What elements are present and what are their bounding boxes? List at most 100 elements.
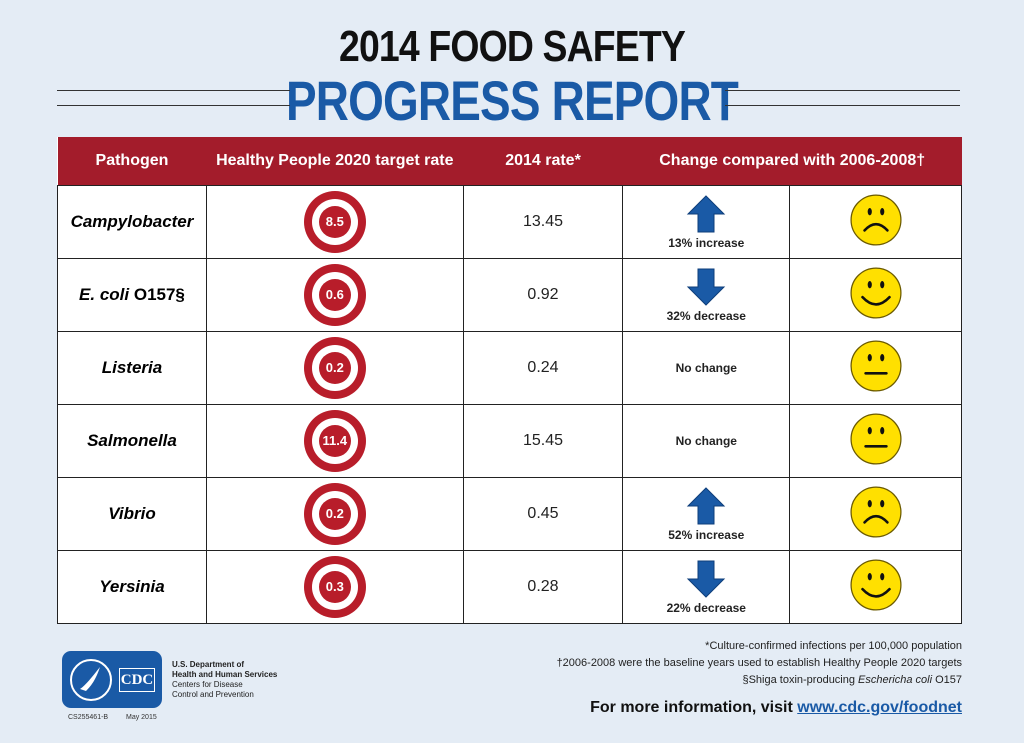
pathogen-suffix: O157§ bbox=[129, 285, 185, 304]
target-bullseye-icon: 0.6 bbox=[303, 264, 366, 326]
rate-cell: 0.92 bbox=[462, 258, 624, 332]
table-row: Campylobacter 8.5 13.45 13% increase bbox=[57, 185, 962, 259]
column-header-target: Healthy People 2020 target rate bbox=[206, 137, 464, 186]
more-info: For more information, visit www.cdc.gov/… bbox=[590, 699, 962, 717]
agency-line-3: Centers for Disease bbox=[172, 680, 243, 689]
target-value: 0.6 bbox=[318, 279, 351, 311]
pathogen-cell: Campylobacter bbox=[57, 185, 207, 259]
publication-date: May 2015 bbox=[126, 714, 157, 721]
rate-cell: 0.28 bbox=[462, 550, 624, 624]
target-value: 0.2 bbox=[318, 498, 351, 530]
pathogen-name: Listeria bbox=[101, 358, 163, 377]
pathogen-name: Campylobacter bbox=[70, 212, 194, 231]
target-bullseye-icon: 11.4 bbox=[303, 410, 366, 472]
target-cell: 8.5 bbox=[205, 185, 464, 259]
target-value: 8.5 bbox=[318, 206, 351, 238]
table-row: Listeria 0.2 0.24 No change bbox=[57, 331, 962, 405]
neutral-face-icon bbox=[850, 412, 902, 465]
table-row: E. coli O157§ 0.6 0.92 32% decrease bbox=[57, 258, 962, 332]
rate-cell: 15.45 bbox=[462, 404, 624, 478]
arrow-up-icon bbox=[687, 195, 726, 233]
agency-name: U.S. Department of Health and Human Serv… bbox=[172, 660, 277, 700]
agency-line-4: Control and Prevention bbox=[172, 690, 254, 699]
column-header-change: Change compared with 2006-2008† bbox=[622, 137, 962, 186]
pathogen-cell: Yersinia bbox=[57, 550, 207, 624]
frown-face-icon bbox=[850, 193, 902, 246]
face-cell bbox=[789, 404, 962, 478]
pathogen-name: Yersinia bbox=[99, 577, 165, 596]
column-header-rate: 2014 rate* bbox=[463, 137, 623, 186]
publication-code: CS255461-B bbox=[68, 714, 109, 721]
change-label: 13% increase bbox=[668, 236, 745, 250]
change-cell: No change bbox=[622, 404, 791, 478]
target-cell: 0.3 bbox=[205, 550, 464, 624]
target-cell: 0.2 bbox=[205, 477, 464, 551]
title-line-2: PROGRESS REPORT bbox=[285, 69, 739, 132]
footnote-3-pre: §Shiga toxin-producing bbox=[742, 674, 859, 686]
change-cell: 32% decrease bbox=[622, 258, 791, 332]
footnote-3-post: O157 bbox=[932, 674, 962, 686]
smile-face-icon bbox=[850, 558, 902, 611]
change-label: No change bbox=[675, 434, 737, 448]
column-header-pathogen: Pathogen bbox=[57, 137, 207, 186]
footnote-2: †2006-2008 were the baseline years used … bbox=[556, 657, 962, 669]
cdc-wordmark: CDC bbox=[119, 668, 155, 692]
more-info-text: For more information, visit bbox=[590, 699, 798, 716]
change-cell: No change bbox=[622, 331, 791, 405]
target-bullseye-icon: 0.2 bbox=[303, 483, 366, 545]
face-cell bbox=[789, 331, 962, 405]
pathogen-name: Vibrio bbox=[108, 504, 156, 523]
arrow-down-icon bbox=[687, 268, 726, 306]
target-value: 11.4 bbox=[318, 425, 351, 457]
foodnet-link[interactable]: www.cdc.gov/foodnet bbox=[797, 699, 962, 716]
title-line-1: 2014 FOOD SAFETY bbox=[339, 22, 686, 71]
change-label: 22% decrease bbox=[666, 601, 746, 615]
target-cell: 0.2 bbox=[205, 331, 464, 405]
face-cell bbox=[789, 550, 962, 624]
change-label: No change bbox=[675, 361, 737, 375]
change-cell: 22% decrease bbox=[622, 550, 791, 624]
table-row: Salmonella 11.4 15.45 No change bbox=[57, 404, 962, 478]
target-value: 0.2 bbox=[318, 352, 351, 384]
hhs-eagle-icon bbox=[70, 659, 112, 701]
face-cell bbox=[789, 477, 962, 551]
target-cell: 11.4 bbox=[205, 404, 464, 478]
pathogen-cell: Vibrio bbox=[57, 477, 207, 551]
face-cell bbox=[789, 185, 962, 259]
change-label: 32% decrease bbox=[666, 309, 746, 323]
face-cell bbox=[789, 258, 962, 332]
target-bullseye-icon: 8.5 bbox=[303, 191, 366, 253]
agency-line-1: U.S. Department of bbox=[172, 660, 245, 669]
pathogen-cell: Listeria bbox=[57, 331, 207, 405]
footnote-3: §Shiga toxin-producing Eschericha coli O… bbox=[742, 674, 962, 686]
rate-cell: 0.45 bbox=[462, 477, 624, 551]
divider bbox=[725, 105, 960, 106]
table-row: Vibrio 0.2 0.45 52% increase bbox=[57, 477, 962, 551]
hhs-cdc-logo: CDC bbox=[62, 651, 162, 708]
footnote-1: *Culture-confirmed infections per 100,00… bbox=[705, 640, 962, 652]
divider bbox=[57, 105, 290, 106]
change-cell: 13% increase bbox=[622, 185, 791, 259]
change-cell: 52% increase bbox=[622, 477, 791, 551]
frown-face-icon bbox=[850, 485, 902, 538]
arrow-down-icon bbox=[687, 560, 726, 598]
target-bullseye-icon: 0.3 bbox=[303, 556, 366, 618]
pathogen-name: E. coli bbox=[79, 285, 130, 304]
table-row: Yersinia 0.3 0.28 22% decrease bbox=[57, 550, 962, 624]
agency-line-2: Health and Human Services bbox=[172, 670, 278, 679]
arrow-up-icon bbox=[687, 487, 726, 525]
smile-face-icon bbox=[850, 266, 902, 319]
rate-cell: 13.45 bbox=[462, 185, 624, 259]
rate-cell: 0.24 bbox=[462, 331, 624, 405]
pathogen-cell: Salmonella bbox=[57, 404, 207, 478]
progress-table: Pathogen Healthy People 2020 target rate… bbox=[57, 137, 962, 624]
pathogen-cell: E. coli O157§ bbox=[57, 258, 207, 332]
target-cell: 0.6 bbox=[205, 258, 464, 332]
divider bbox=[725, 90, 960, 91]
change-label: 52% increase bbox=[668, 528, 745, 542]
target-value: 0.3 bbox=[318, 571, 351, 603]
divider bbox=[57, 90, 290, 91]
neutral-face-icon bbox=[850, 339, 902, 392]
footnote-3-italic: Eschericha coli bbox=[858, 674, 933, 686]
pathogen-name: Salmonella bbox=[87, 431, 177, 450]
